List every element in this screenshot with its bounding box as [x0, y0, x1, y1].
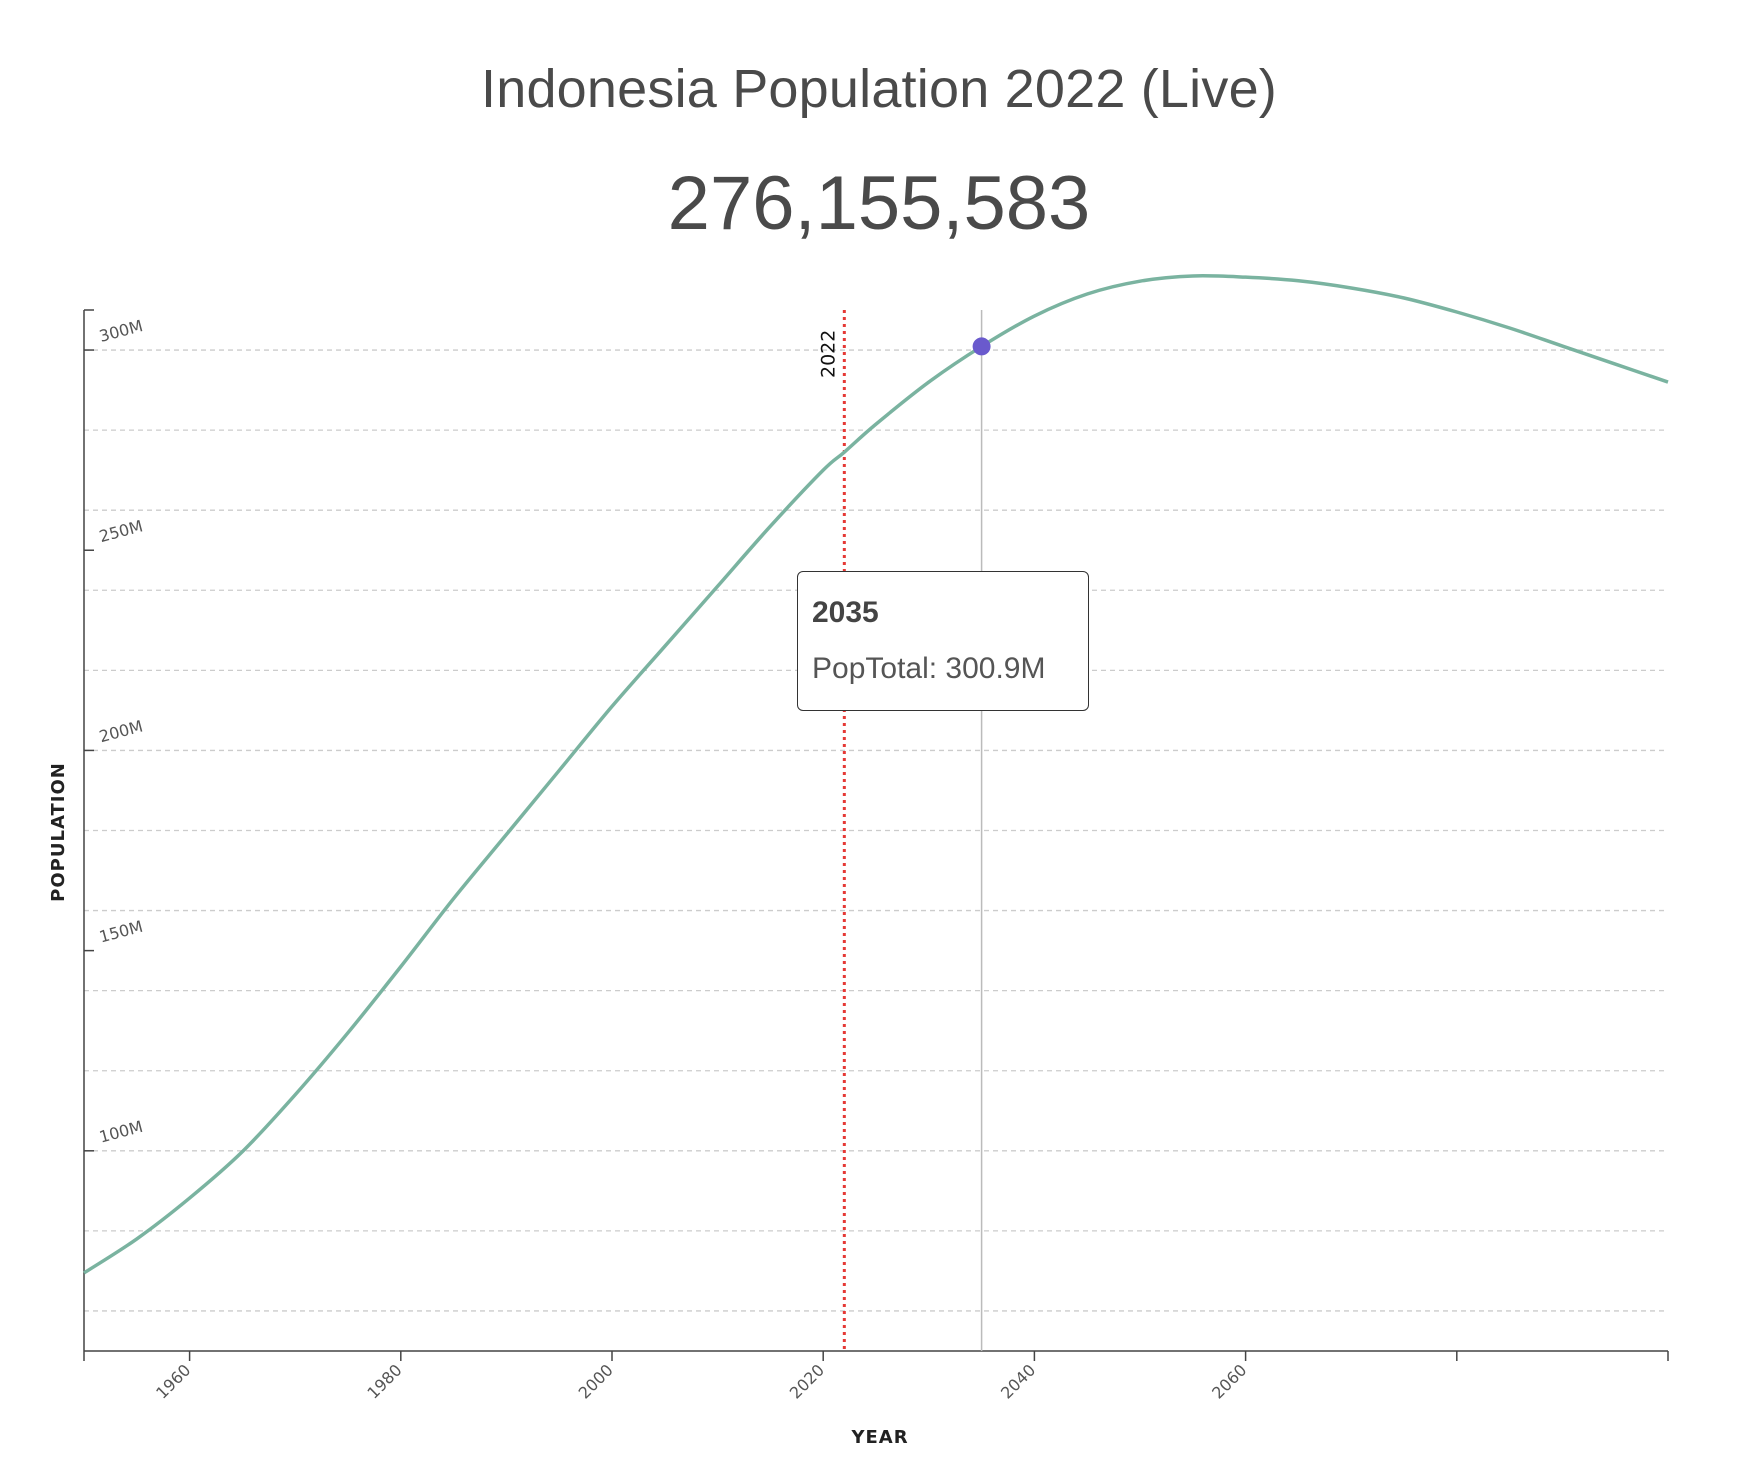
x-tick-label: 2040 [997, 1360, 1039, 1402]
current-year-label: 2022 [817, 330, 839, 378]
axes [83, 309, 1668, 1361]
tooltip-year: 2035 [812, 596, 879, 629]
x-axis-ticks: 1960 1980 2000 2020 2040 2060 [152, 1351, 1669, 1403]
y-tick-label: 250M [97, 516, 145, 546]
x-tick-label: 2000 [575, 1360, 617, 1402]
x-axis-label: YEAR [850, 1427, 908, 1448]
x-tick-label: 1960 [152, 1360, 194, 1402]
highlight-point[interactable] [972, 337, 991, 356]
tooltip: 2035 PopTotal: 300.9M [797, 571, 1089, 711]
x-tick-label: 2020 [786, 1360, 828, 1402]
tooltip-series-label: PopTotal [812, 652, 929, 685]
y-tick-label: 200M [97, 716, 145, 746]
y-axis-label: POPULATION [48, 762, 69, 902]
y-tick-label: 300M [97, 316, 145, 346]
y-axis-ticks: 100M 150M 200M 250M 300M [84, 316, 145, 1152]
x-tick-label: 2060 [1208, 1360, 1250, 1402]
chart-title: Indonesia Population 2022 (Live) [481, 59, 1277, 119]
live-population-counter: 276,155,583 [667, 161, 1091, 246]
x-tick-label: 1980 [363, 1360, 405, 1402]
y-tick-label: 100M [97, 1117, 145, 1147]
series-line-poptotal[interactable] [83, 274, 1669, 1275]
grid-lines [84, 349, 1668, 1312]
tooltip-value-row: PopTotal: 300.9M [812, 652, 1046, 685]
tooltip-value: 300.9M [945, 652, 1046, 685]
y-tick-label: 150M [97, 917, 145, 947]
